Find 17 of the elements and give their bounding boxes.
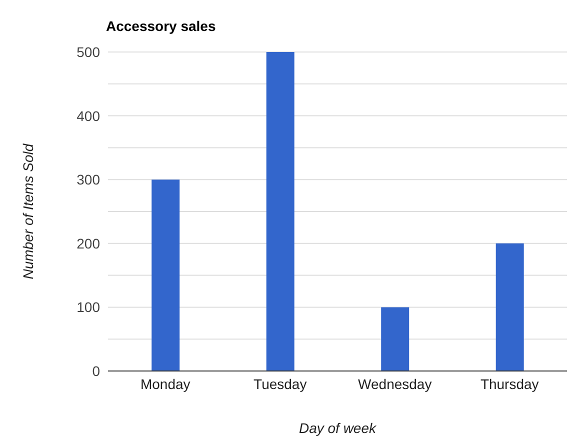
chart-title: Accessory sales [106, 18, 216, 34]
y-tick-label: 0 [92, 362, 100, 379]
bar [496, 243, 524, 371]
x-tick-label: Tuesday [254, 376, 307, 392]
bar [266, 52, 294, 371]
y-tick-label: 200 [76, 235, 100, 252]
x-tick-label: Monday [140, 376, 190, 392]
y-tick-label: 500 [76, 44, 100, 60]
y-tick-label: 400 [76, 108, 100, 124]
y-axis-title: Number of Items Sold [20, 142, 36, 280]
x-tick-label: Wednesday [358, 376, 432, 392]
y-tick-label: 100 [76, 299, 100, 316]
x-tick-label: Thursday [480, 376, 539, 392]
bar [152, 180, 180, 371]
bar [381, 307, 410, 371]
x-axis-title: Day of week [298, 420, 378, 436]
y-tick-label: 300 [76, 172, 100, 188]
